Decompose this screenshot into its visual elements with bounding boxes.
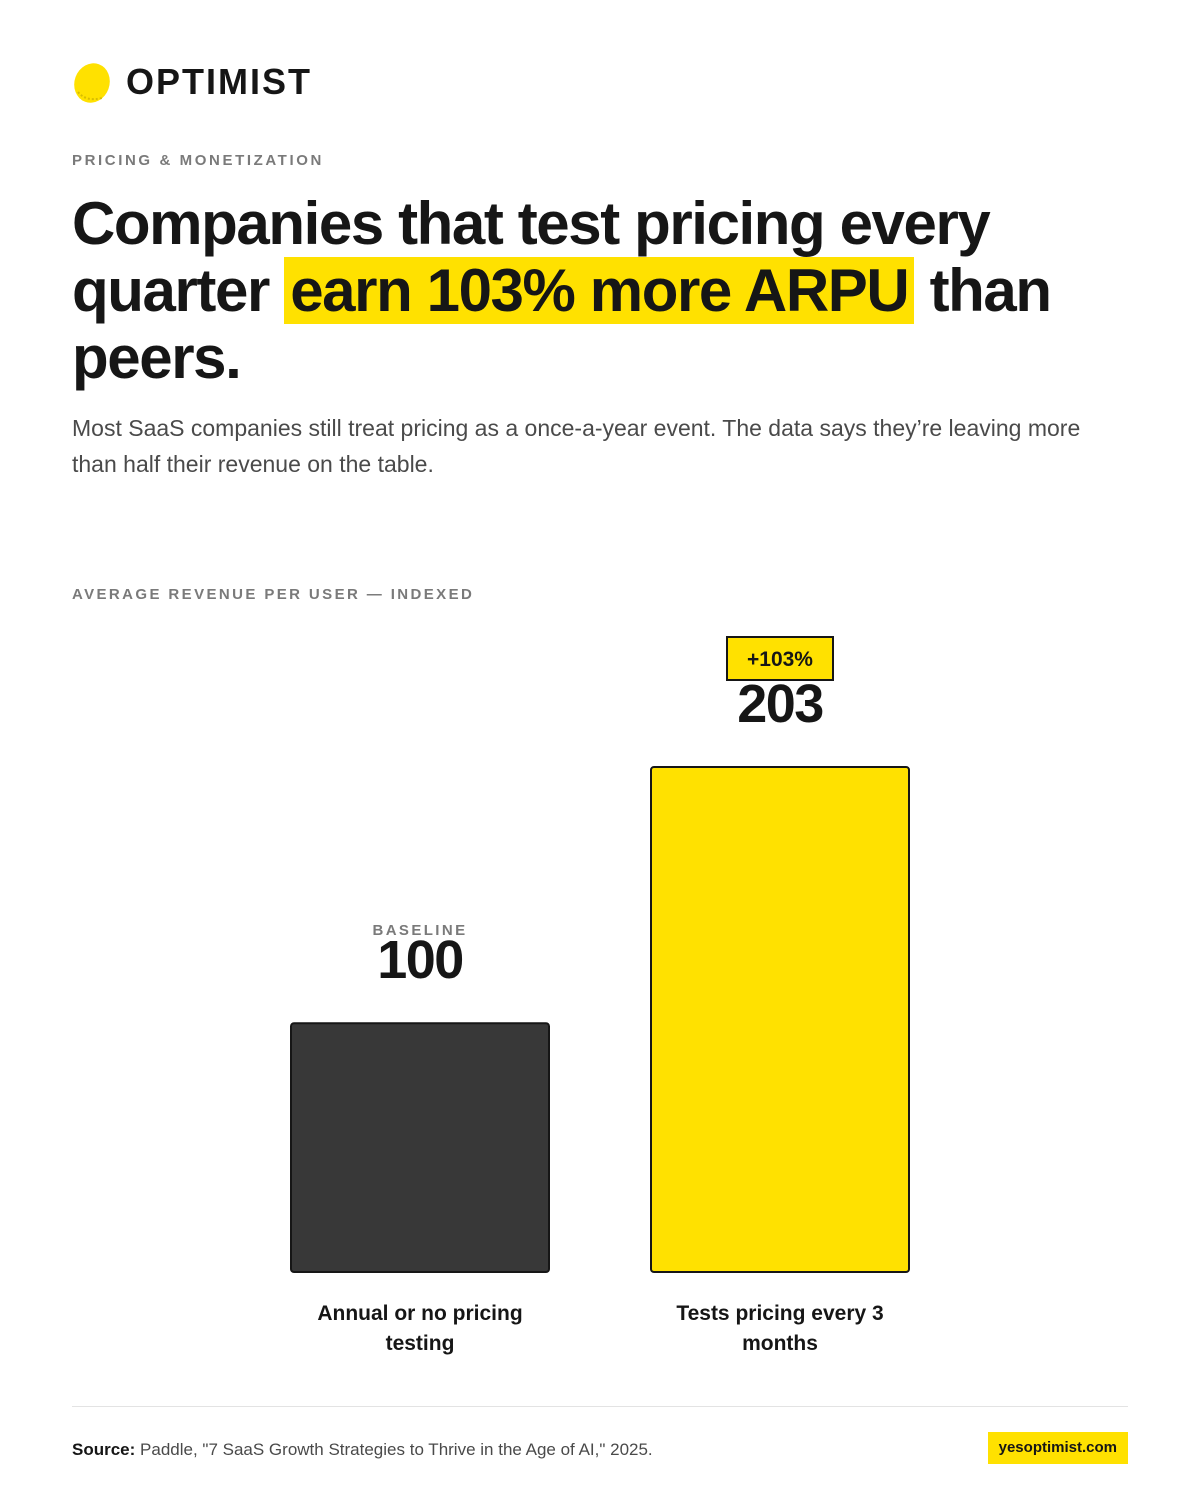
delta-badge-text: +103% [747, 648, 813, 671]
headline-text: Companies that test pricing every quarte… [72, 190, 991, 324]
brand: OPTIMIST [72, 60, 312, 104]
category-label-1: Annual or no pricing testing [317, 1302, 522, 1355]
headline-highlight: earn 103% more ARPU [284, 257, 915, 324]
category-label-line: months [742, 1332, 818, 1355]
eyebrow: PRICING & MONETIZATION [72, 152, 324, 169]
category-label-line: Tests pricing every 3 [676, 1302, 883, 1325]
delta-badge [726, 636, 834, 681]
category-label-line: testing [386, 1332, 455, 1355]
category-label-line: Annual or no pricing [317, 1302, 522, 1325]
source-text: Paddle, "7 SaaS Growth Strategies to Thr… [140, 1440, 653, 1459]
brand-name: OPTIMIST [126, 61, 312, 102]
chart-label: AVERAGE REVENUE PER USER — INDEXED [72, 586, 475, 603]
divider [72, 1406, 1128, 1407]
category-label-2: Tests pricing every 3 months [676, 1302, 883, 1355]
headline: Companies that test pricing every quarte… [72, 190, 1132, 391]
site-badge[interactable]: yesoptimist.com [987, 1432, 1128, 1464]
headline-text-end: than peers. [72, 257, 1052, 391]
subhead: Most SaaS companies still treat pricing … [72, 415, 1081, 477]
bar-2 [650, 766, 910, 1273]
value-label-2: 203 [737, 674, 823, 734]
value-label-1: 100 [377, 930, 463, 990]
bar-1 [290, 1022, 550, 1274]
baseline-tag: BASELINE [372, 922, 467, 939]
lemon-icon [74, 63, 110, 103]
source-note: Source: Paddle, "7 SaaS Growth Strategie… [72, 1440, 653, 1460]
source-label: Source: [72, 1440, 136, 1459]
